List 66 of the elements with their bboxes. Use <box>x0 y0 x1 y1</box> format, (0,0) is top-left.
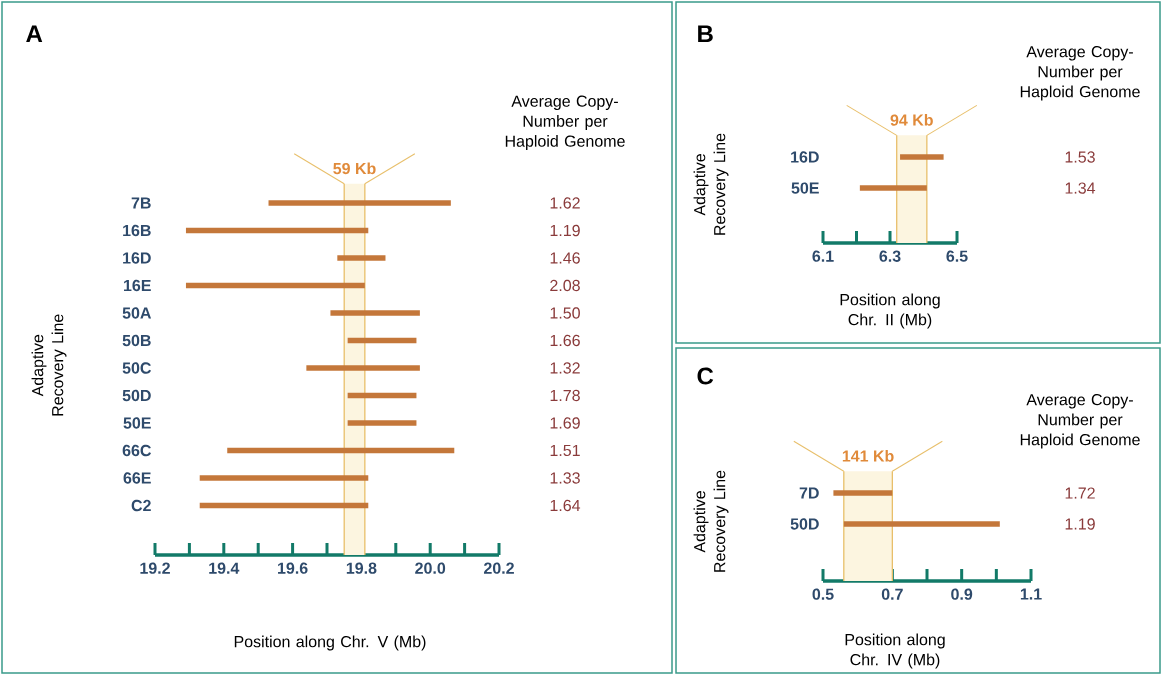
x-axis-title: Position along Chr. II (Mb) <box>840 293 940 329</box>
y-tick-label: 16D <box>123 252 151 264</box>
y-tick-label: 16E <box>124 279 151 292</box>
y-tick-label: C2 <box>131 499 151 512</box>
x-tick-label: 20.0 <box>415 562 446 574</box>
x-tick-label: 6.1 <box>812 250 834 262</box>
text: 1.69 <box>550 417 580 429</box>
x-tick-label: 19.8 <box>346 562 377 574</box>
x-axis-title: Position along Chr. IV (Mb) <box>845 633 945 669</box>
text: Average Copy-Number per Haploid Genome <box>505 95 625 150</box>
y-tick-label: 50A <box>122 307 152 319</box>
text: Average Copy-Number per Haploid Genome <box>1020 45 1140 101</box>
x-tick-label: 0.5 <box>812 588 834 600</box>
bar <box>330 310 420 316</box>
bar <box>199 475 369 481</box>
text: 1.64 <box>550 499 581 512</box>
y-tick-label: 7B <box>131 197 151 209</box>
y-tick-label: 66E <box>123 472 151 484</box>
y-tick-label: 50C <box>122 362 152 374</box>
bar <box>347 420 417 426</box>
x-tick-label: 1.1 <box>1020 588 1042 600</box>
text: 1.46 <box>550 252 580 264</box>
y-tick-label: 7D <box>799 487 819 499</box>
x-tick-label: 6.5 <box>946 250 968 262</box>
chart-title: C <box>697 367 714 385</box>
band-label: 94 Kb <box>890 114 933 126</box>
y-axis-title: Adaptive Recovery Line <box>693 133 729 235</box>
text: 1.78 <box>550 389 580 402</box>
y-tick-label: 16B <box>123 224 151 237</box>
text: 1.72 <box>1065 487 1095 499</box>
x-tick-label: 19.6 <box>278 562 308 574</box>
y-axis-title: Adaptive Recovery Line <box>31 314 67 416</box>
bar <box>337 255 386 261</box>
y-tick-label: 50E <box>123 417 151 429</box>
y-tick-label: 50D <box>122 389 151 402</box>
x-tick-label: 0.7 <box>881 588 903 600</box>
y-axis-title: Adaptive Recovery Line <box>693 470 729 572</box>
x-tick-label: 20.2 <box>483 562 514 574</box>
text: 1.66 <box>550 334 580 347</box>
band-label: 141 Kb <box>842 450 894 462</box>
text: 1.33 <box>550 472 580 484</box>
y-tick-label: 50D <box>790 518 819 530</box>
text: 1.53 <box>1065 151 1095 163</box>
y-tick-label: 16D <box>791 151 819 163</box>
text: 1.19 <box>1065 518 1095 530</box>
text: 1.50 <box>550 307 580 319</box>
y-tick-label: 50E <box>791 182 819 194</box>
x-tick-label: 19.4 <box>209 562 240 574</box>
chart-title: A <box>26 25 43 43</box>
text: 1.51 <box>550 444 580 457</box>
text: 1.62 <box>550 197 580 209</box>
text: 1.34 <box>1065 182 1096 194</box>
chart-title: B <box>698 25 713 43</box>
x-axis-title: Position along Chr. V (Mb) <box>234 635 426 651</box>
y-tick-label: 66C <box>122 444 152 457</box>
x-tick-label: 6.3 <box>879 250 901 262</box>
text: 1.32 <box>550 362 580 374</box>
text: 2.08 <box>550 279 580 292</box>
bar <box>268 200 451 206</box>
y-tick-label: 50B <box>122 334 151 347</box>
band-label: 59 Kb <box>333 162 376 175</box>
text: Average Copy-Number per Haploid Genome <box>1020 393 1140 449</box>
bar <box>306 365 420 371</box>
x-tick-label: 19.2 <box>140 562 170 574</box>
x-tick-label: 0.9 <box>951 588 973 600</box>
text: 1.19 <box>550 224 580 237</box>
